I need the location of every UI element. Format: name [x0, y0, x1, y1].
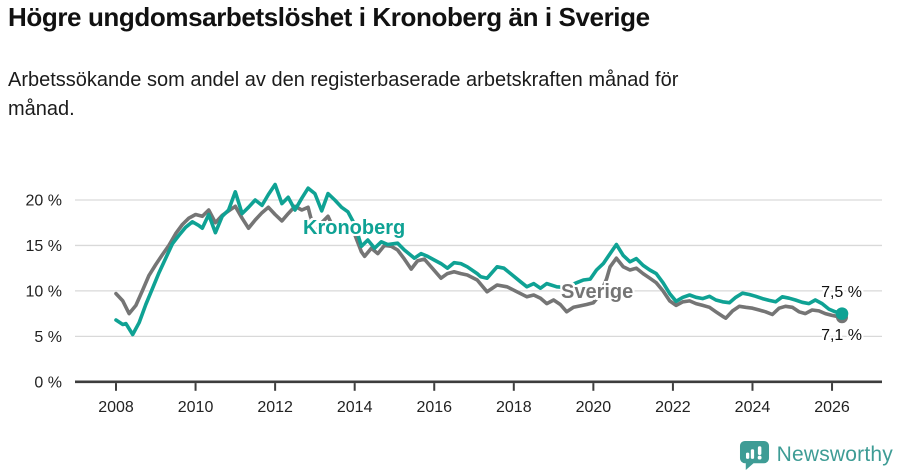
- end-dot-kronoberg: [835, 307, 849, 320]
- x-tick-label: 2010: [178, 399, 214, 416]
- y-tick-label: 5 %: [34, 329, 62, 346]
- x-tick-label: 2016: [416, 399, 452, 416]
- x-tick-label: 2020: [576, 399, 612, 416]
- x-tick-label: 2026: [814, 399, 850, 416]
- newsworthy-logo-icon: [739, 440, 769, 470]
- series-line-sverige: [114, 204, 844, 321]
- brand-footer: Newsworthy: [739, 440, 893, 470]
- y-tick-label: 10 %: [26, 283, 62, 300]
- x-tick-label: 2022: [655, 399, 691, 416]
- y-tick-label: 20 %: [26, 192, 62, 209]
- x-tick-label: 2024: [735, 399, 771, 416]
- x-tick-label: 2008: [98, 399, 134, 416]
- x-tick-label: 2014: [337, 399, 373, 416]
- x-tick-label: 2012: [257, 399, 293, 416]
- series-label-sverige: Sverige: [561, 281, 634, 303]
- chart-title: Högre ungdomsarbetslöshet i Kronoberg än…: [8, 2, 650, 32]
- y-tick-label: 0 %: [34, 374, 62, 391]
- brand-name: Newsworthy: [776, 443, 893, 466]
- x-tick-label: 2018: [496, 399, 532, 416]
- chart-subtitle: Arbetssökande som andel av den registerb…: [8, 69, 679, 120]
- end-value-label-sverige: 7,1 %: [821, 327, 862, 344]
- end-value-label-kronoberg: 7,5 %: [821, 284, 862, 301]
- series-line-kronoberg: [114, 182, 844, 337]
- y-tick-label: 15 %: [26, 238, 62, 255]
- series-label-kronoberg: Kronoberg: [303, 217, 406, 239]
